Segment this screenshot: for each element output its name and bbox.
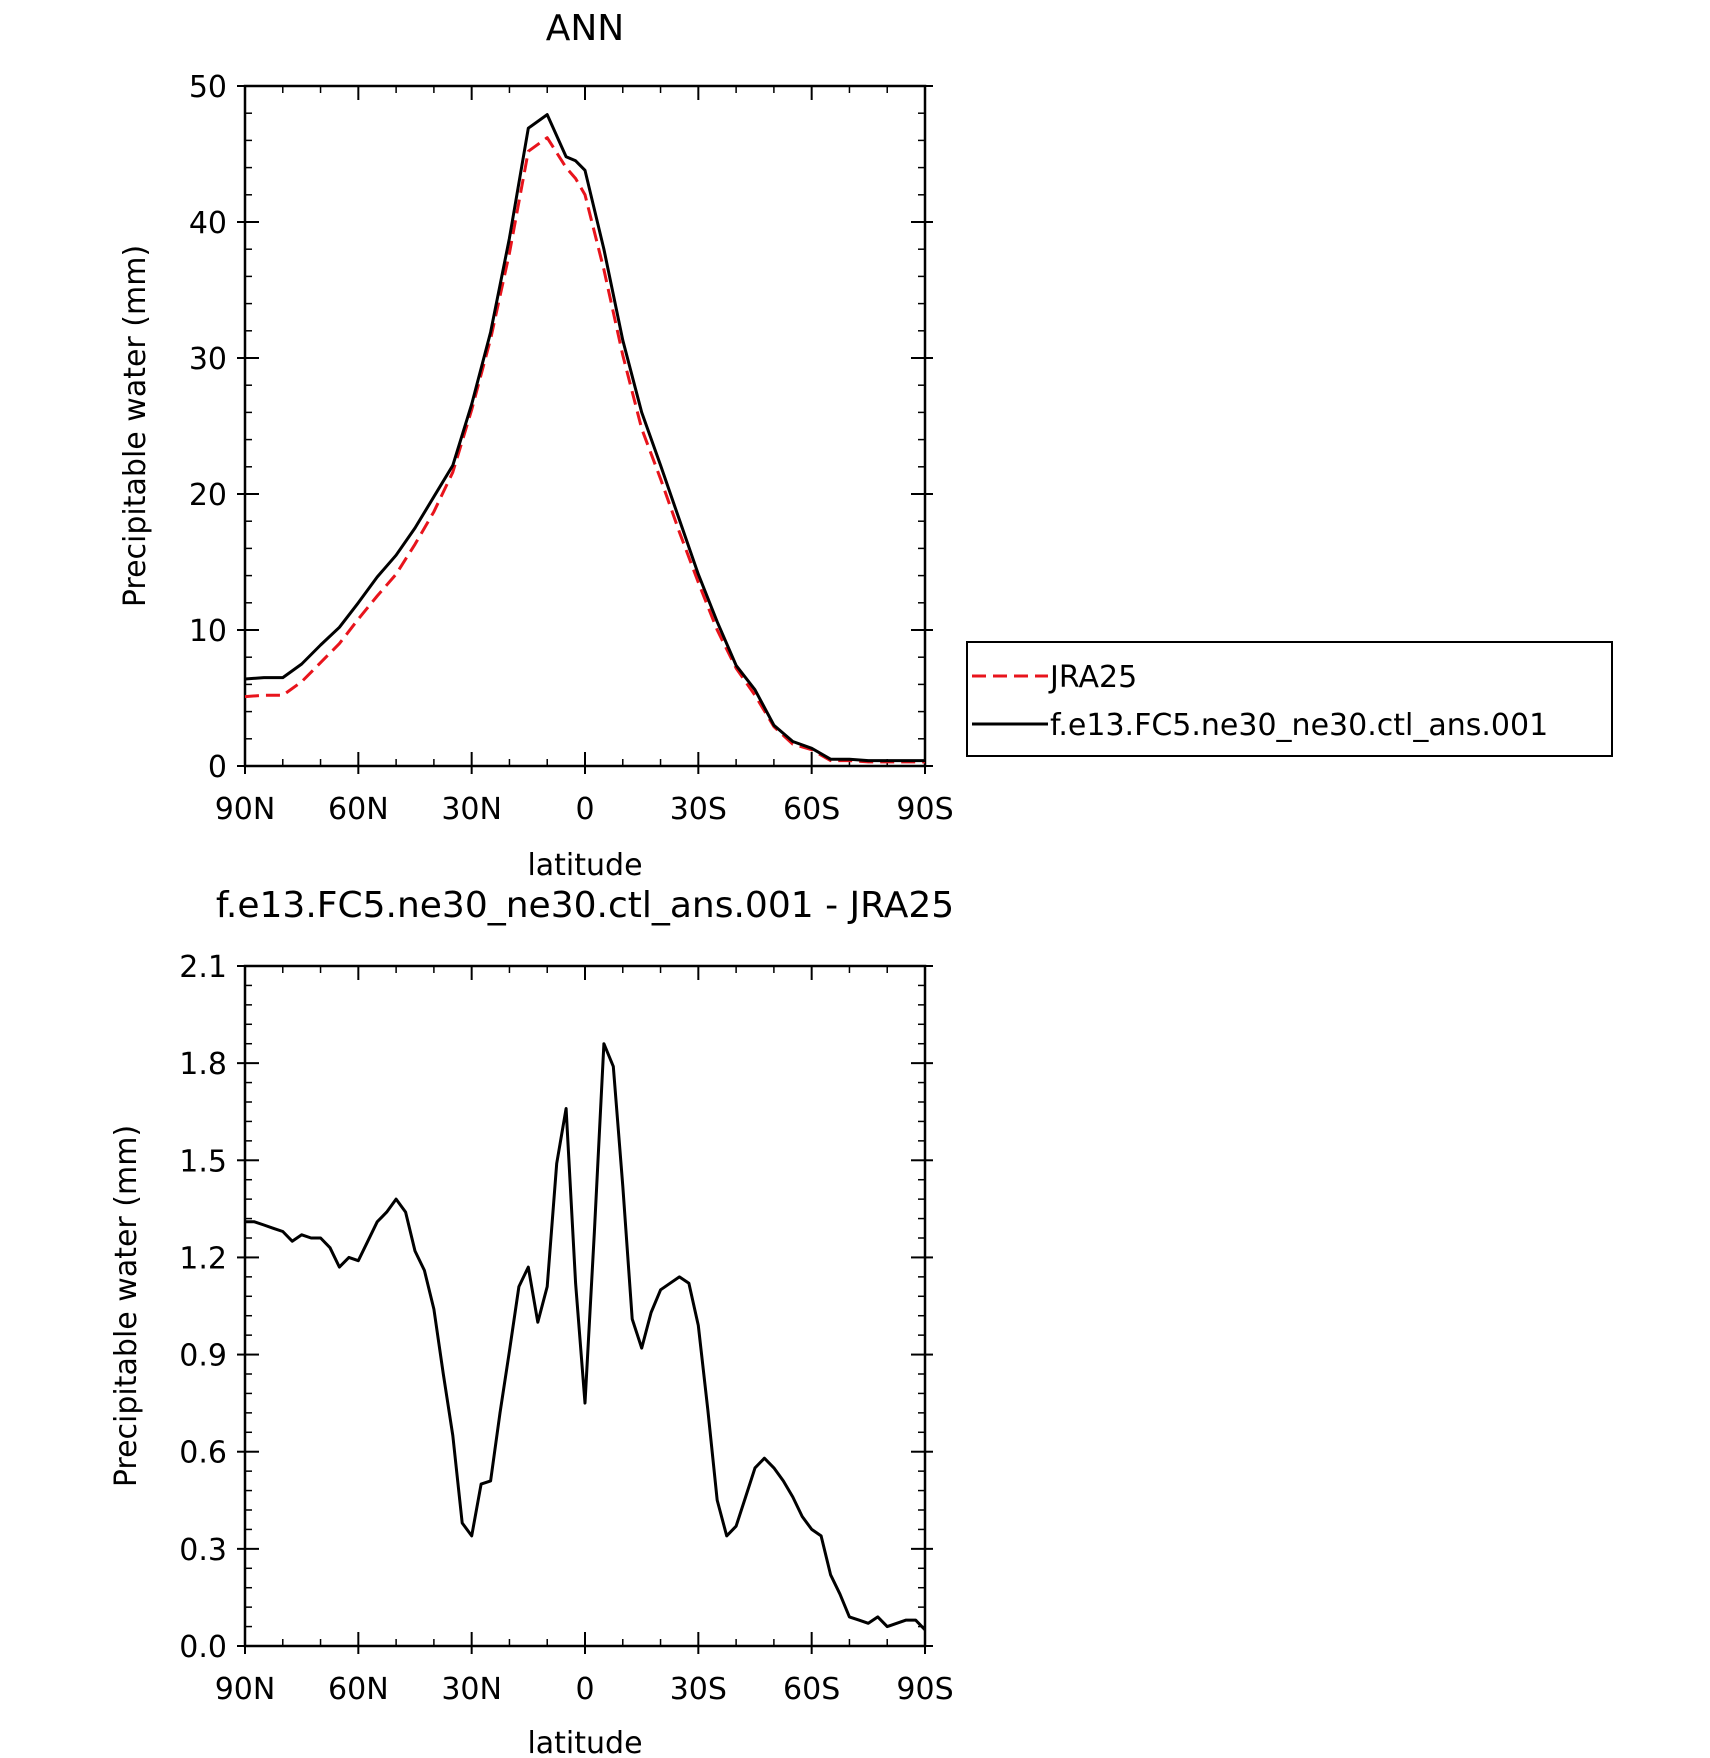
x-tick-label: 90S bbox=[896, 1672, 953, 1707]
chart-top-title: ANN bbox=[546, 8, 625, 49]
x-tick-label: 90N bbox=[215, 792, 276, 827]
y-tick-label: 20 bbox=[189, 478, 227, 513]
y-tick-label: 0.6 bbox=[179, 1436, 227, 1471]
x-tick-label: 90S bbox=[896, 792, 953, 827]
y-tick-label: 40 bbox=[189, 206, 227, 241]
x-tick-label: 90N bbox=[215, 1672, 276, 1707]
x-tick-label: 30N bbox=[441, 1672, 502, 1707]
y-tick-label: 0 bbox=[208, 750, 227, 785]
chart-top-ylabel: Precipitable water (mm) bbox=[118, 245, 153, 607]
x-tick-label: 60S bbox=[783, 792, 840, 827]
y-tick-label: 0.0 bbox=[179, 1630, 227, 1665]
chart-top-ticks bbox=[237, 85, 933, 774]
chart-bottom-tick-labels: 90N 60N 30N 0 30S 60S 90S 0.0 0.3 0.6 0.9 1.2 1.5 1.8… bbox=[179, 950, 953, 1707]
series-line-0 bbox=[244, 136, 925, 764]
chart-bottom-ticks bbox=[237, 965, 933, 1654]
chart-top-plot-frame bbox=[243, 84, 927, 768]
x-tick-label: 60N bbox=[328, 1672, 389, 1707]
y-tick-label: 1.5 bbox=[179, 1144, 227, 1179]
series-line-1 bbox=[244, 113, 925, 763]
y-tick-label: 1.2 bbox=[179, 1241, 227, 1276]
chart-top-tick-labels: 90N 60N 30N 0 30S 60S 90S 0 10 20 30 40 50 bbox=[189, 70, 954, 827]
chart-bottom: f.e13.FC5.ne30_ne30.ctl_ans.001 - JRA25 … bbox=[109, 885, 954, 1758]
x-tick-label: 30S bbox=[670, 792, 727, 827]
x-tick-label: 60N bbox=[328, 792, 389, 827]
chart-bottom-title: f.e13.FC5.ne30_ne30.ctl_ans.001 - JRA25 bbox=[216, 885, 954, 926]
x-tick-label: 30N bbox=[441, 792, 502, 827]
x-tick-label: 60S bbox=[783, 1672, 840, 1707]
chart-bottom-ylabel: Precipitable water (mm) bbox=[109, 1125, 144, 1487]
y-tick-label: 1.8 bbox=[179, 1047, 227, 1082]
y-tick-label: 30 bbox=[189, 342, 227, 377]
chart-top: ANN 90N 60N 30N 0 30S 60S 90S 0 10 20 30 40 50 latit… bbox=[118, 8, 1613, 883]
y-tick-label: 10 bbox=[189, 614, 227, 649]
legend-label-model: f.e13.FC5.ne30_ne30.ctl_ans.001 bbox=[1050, 708, 1548, 743]
y-tick-label: 2.1 bbox=[179, 950, 227, 985]
y-tick-label: 0.9 bbox=[179, 1339, 227, 1374]
x-tick-label: 0 bbox=[575, 1672, 594, 1707]
series-line-0 bbox=[245, 1042, 927, 1631]
y-tick-label: 50 bbox=[189, 70, 227, 105]
chart-top-legend: JRA25 f.e13.FC5.ne30_ne30.ctl_ans.001 bbox=[966, 641, 1613, 757]
y-tick-label: 0.3 bbox=[179, 1533, 227, 1568]
x-tick-label: 0 bbox=[575, 792, 594, 827]
legend-label-jra25: JRA25 bbox=[1048, 660, 1137, 695]
chart-bottom-lines bbox=[245, 1042, 927, 1631]
chart-top-lines bbox=[244, 113, 925, 764]
x-tick-label: 30S bbox=[670, 1672, 727, 1707]
legend-frame bbox=[966, 641, 1613, 757]
chart-bottom-xlabel: latitude bbox=[527, 1726, 642, 1758]
chart-top-xlabel: latitude bbox=[527, 848, 642, 883]
